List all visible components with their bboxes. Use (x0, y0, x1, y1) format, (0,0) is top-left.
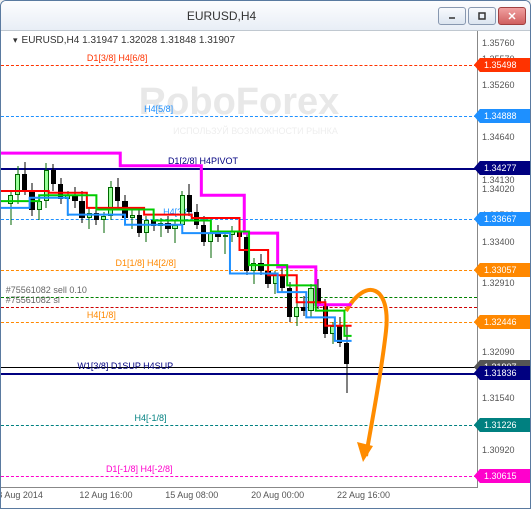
chart-area[interactable]: ▾EURUSD,H4 1.31947 1.32028 1.31848 1.319… (1, 31, 530, 508)
candle (108, 181, 113, 221)
candle (187, 184, 192, 216)
candle (308, 284, 313, 318)
candle (94, 204, 99, 225)
candle (251, 258, 256, 283)
price-tag: 1.33057 (480, 263, 530, 277)
candle (330, 322, 335, 345)
candle (316, 279, 321, 308)
candle (29, 183, 34, 217)
candle (230, 226, 235, 241)
candle (265, 265, 270, 288)
candle (323, 299, 328, 339)
x-tick: 20 Aug 00:00 (251, 490, 304, 500)
window-title: EURUSD,H4 (5, 9, 438, 23)
candle (194, 204, 199, 229)
price-plot[interactable]: RoboForex ИСПОЛЬЗУЙ ВОЗМОЖНОСТИ РЫНКА D1… (1, 31, 478, 488)
candle (130, 210, 135, 229)
x-tick: 15 Aug 08:00 (165, 490, 218, 500)
window-controls (438, 7, 526, 25)
candle (215, 225, 220, 242)
y-tick: 1.34640 (478, 132, 530, 142)
candle (79, 191, 84, 223)
candle (273, 271, 278, 294)
candle (144, 216, 149, 241)
y-tick: 1.34020 (478, 184, 530, 194)
price-tag: 1.30615 (480, 469, 530, 483)
candle (244, 233, 249, 275)
y-tick: 1.30920 (478, 445, 530, 455)
candle (158, 218, 163, 237)
candle (337, 317, 342, 346)
candle (101, 212, 106, 233)
candle (44, 163, 49, 208)
x-tick: 8 Aug 2014 (0, 490, 43, 500)
y-tick: 1.35260 (478, 80, 530, 90)
time-axis: 8 Aug 2014 12 Aug 16:00 15 Aug 08:00 20 Aug… (1, 488, 478, 508)
minimize-button[interactable] (438, 7, 466, 25)
candle (208, 229, 213, 258)
candle (22, 162, 27, 196)
candle (294, 301, 299, 326)
candle (8, 191, 13, 225)
price-tag: 1.33667 (480, 212, 530, 226)
y-tick: 1.32090 (478, 347, 530, 357)
candle (180, 191, 185, 233)
window-titlebar[interactable]: EURUSD,H4 (1, 1, 530, 31)
symbol-ohlc-label: ▾EURUSD,H4 1.31947 1.32028 1.31848 1.319… (13, 35, 235, 46)
chart-window: EURUSD,H4 ▾EURUSD,H4 1.31947 1.32028 1.3… (0, 0, 531, 509)
candle (72, 187, 77, 208)
candle (122, 195, 127, 223)
candle (115, 178, 120, 207)
dropdown-arrow-icon: ▾ (13, 35, 18, 45)
candle (165, 216, 170, 233)
maximize-button[interactable] (468, 7, 496, 25)
candle (301, 296, 306, 315)
candle (37, 195, 42, 220)
price-tag: 1.32446 (480, 315, 530, 329)
candle (172, 220, 177, 243)
y-tick: 1.31540 (478, 393, 530, 403)
y-tick: 1.32910 (478, 278, 530, 288)
y-tick: 1.34130 (478, 175, 530, 185)
price-tag: 1.31836 (480, 366, 530, 380)
y-tick: 1.33400 (478, 237, 530, 247)
candle (201, 216, 206, 245)
x-tick: 22 Aug 16:00 (337, 490, 390, 500)
candle (287, 282, 292, 322)
candle (87, 208, 92, 229)
x-tick: 12 Aug 16:00 (79, 490, 132, 500)
candle (237, 225, 242, 242)
y-tick: 1.35760 (478, 38, 530, 48)
candle (344, 326, 349, 393)
price-tag: 1.34888 (480, 109, 530, 123)
price-tag: 1.34277 (480, 161, 530, 175)
forecast-arrow (1, 31, 478, 488)
candle (151, 212, 156, 231)
price-axis: 1.306101.309201.315401.320901.329101.334… (478, 31, 530, 488)
price-tag: 1.31226 (480, 418, 530, 432)
candle (258, 254, 263, 275)
candle (65, 191, 70, 216)
candle (137, 208, 142, 237)
candle (58, 178, 63, 203)
close-button[interactable] (498, 7, 526, 25)
candle (15, 166, 20, 204)
candle (51, 164, 56, 191)
price-tag: 1.35498 (480, 58, 530, 72)
candle (223, 231, 228, 254)
candle (280, 267, 285, 292)
